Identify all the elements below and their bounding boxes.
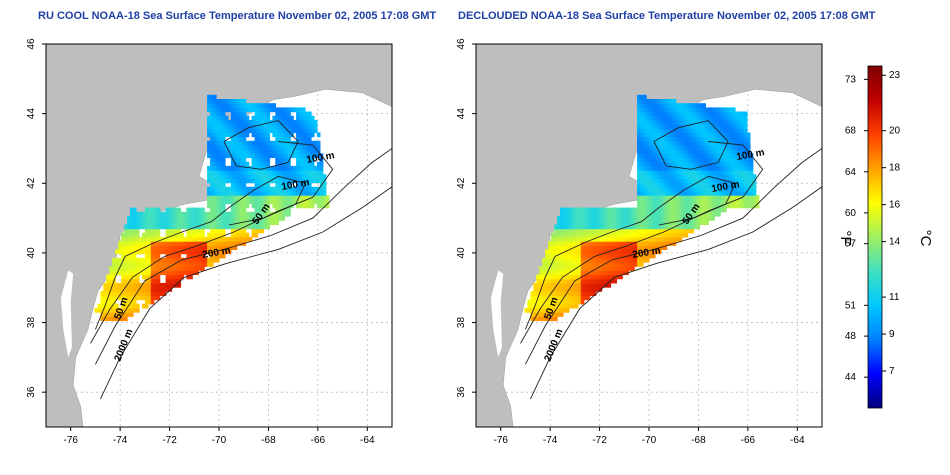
- y-tick-label: 40: [26, 247, 37, 259]
- x-tick-label: -66: [311, 435, 326, 446]
- x-tick-label: -72: [592, 435, 607, 446]
- land-mass: [46, 44, 392, 427]
- x-tick-label: -70: [642, 435, 657, 446]
- map-panel-left: -76 -74 -72 -70 -68 -66 -64 46 44 42 40 38 36 100 m …: [26, 38, 393, 446]
- bathymetry-contours-right: [520, 120, 822, 400]
- depth-contour: [99, 186, 392, 400]
- x-tick-label: -70: [212, 435, 227, 446]
- celsius-tick: 7: [889, 366, 895, 377]
- depth-contour: [529, 186, 822, 400]
- celsius-tick: 11: [889, 292, 900, 303]
- y-tick-label: 44: [456, 108, 467, 120]
- fahrenheit-tick: 68: [845, 126, 857, 137]
- x-tick-label: -66: [741, 435, 756, 446]
- depth-contour: [223, 120, 299, 170]
- y-tick-label: 44: [26, 108, 37, 120]
- y-tick-label: 46: [26, 38, 37, 50]
- map-title-left: RU COOL NOAA-18 Sea Surface Temperature …: [38, 10, 437, 22]
- x-tick-label: -76: [493, 435, 508, 446]
- fahrenheit-tick: 51: [845, 300, 857, 311]
- contour-label-100m-r: 100 m: [736, 147, 766, 163]
- x-tick-label: -68: [261, 435, 276, 446]
- y-tick-label: 36: [456, 386, 467, 398]
- y-tick-label: 42: [456, 177, 467, 189]
- celsius-tick: 23: [889, 70, 901, 81]
- y-tick-label: 38: [26, 317, 37, 329]
- depth-contour: [520, 141, 764, 344]
- map-title-right: DECLOUDED NOAA-18 Sea Surface Temperatur…: [458, 10, 876, 22]
- y-tick-label: 40: [456, 247, 467, 259]
- chesapeake-bay: [490, 270, 504, 358]
- bathymetry-contours-left: [90, 120, 392, 400]
- x-tick-label: -64: [790, 435, 805, 446]
- depth-contour: [94, 175, 307, 330]
- celsius-tick: 20: [889, 126, 901, 137]
- x-tick-label: -68: [691, 435, 706, 446]
- celsius-tick: 16: [889, 200, 901, 211]
- contour-labels-left: 100 m 100 m 50 m 200 m 50 m 2000 m: [112, 150, 335, 363]
- fahrenheit-tick: 60: [845, 208, 857, 219]
- fahrenheit-tick: 48: [845, 331, 857, 342]
- fahrenheit-tick: 57: [845, 239, 857, 250]
- axis-ticks-left: -76 -74 -72 -70 -68 -66 -64 46 44 42 40 38 36: [26, 38, 375, 446]
- x-tick-label: -74: [543, 435, 558, 446]
- y-tick-label: 36: [26, 386, 37, 398]
- depth-contour: [524, 175, 737, 330]
- colorbar-gradient: [867, 65, 883, 409]
- y-tick-label: 46: [456, 38, 467, 50]
- depth-contour: [525, 148, 822, 365]
- x-tick-label: -76: [63, 435, 78, 446]
- fahrenheit-label: °F: [837, 230, 854, 245]
- chesapeake-bay: [60, 270, 74, 358]
- fahrenheit-tick: 73: [845, 74, 857, 85]
- depth-contour: [95, 148, 392, 365]
- contour-label-200m: 200 m: [202, 245, 232, 261]
- contour-label-200m-r: 200 m: [632, 245, 662, 261]
- y-tick-label: 42: [26, 177, 37, 189]
- celsius-label: °C: [917, 230, 934, 247]
- fahrenheit-tick: 44: [845, 372, 857, 383]
- sst-field-right: [524, 94, 760, 322]
- contour-label-100m: 100 m: [306, 150, 336, 166]
- x-tick-label: -74: [113, 435, 128, 446]
- temperature-colorbar: 73 68 64 60 57 51 48 44 23 20 18 16 14 11 9 7 °F °C: [837, 65, 934, 409]
- land-mass: [476, 44, 822, 427]
- celsius-tick: 9: [889, 329, 895, 340]
- celsius-tick: 14: [889, 237, 901, 248]
- x-tick-label: -64: [360, 435, 375, 446]
- y-tick-label: 38: [456, 317, 467, 329]
- depth-contour: [90, 141, 334, 344]
- contour-label-100m-2: 100 m: [281, 177, 311, 193]
- celsius-tick: 18: [889, 163, 901, 174]
- axis-ticks-right: -76 -74 -72 -70 -68 -66 -64 46 44 42 40 38 36: [456, 38, 805, 446]
- depth-contour: [653, 120, 729, 170]
- contour-label-100m-r2: 100 m: [711, 179, 741, 195]
- x-tick-label: -72: [162, 435, 177, 446]
- fahrenheit-tick: 64: [845, 167, 857, 178]
- colorbar-fahrenheit-ticks: 73 68 64 60 57 51 48 44: [845, 74, 868, 383]
- colorbar-celsius-ticks: 23 20 18 16 14 11 9 7: [882, 70, 901, 377]
